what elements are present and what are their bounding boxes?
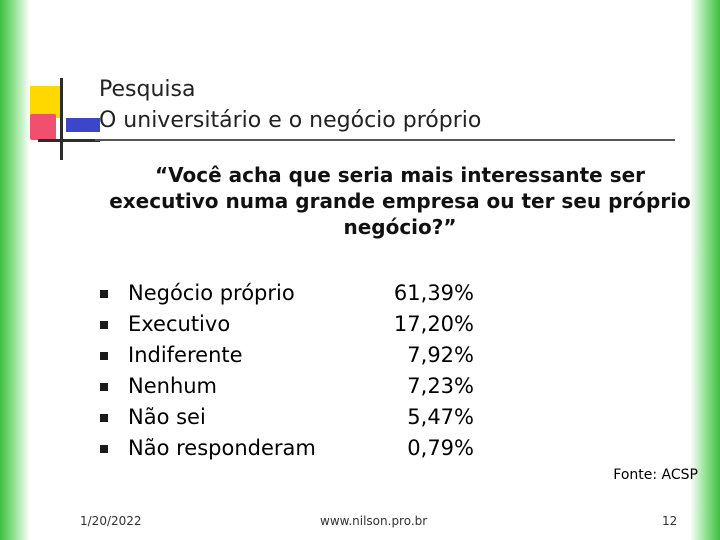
left-green-border: [0, 0, 30, 540]
item-label: Negócio próprio: [128, 281, 295, 305]
bullet-icon: [100, 290, 108, 298]
item-label: Nenhum: [128, 374, 218, 398]
item-label: Indiferente: [128, 343, 243, 367]
survey-question: “Você acha que seria mais interessante s…: [109, 163, 691, 239]
title-line-2: O universitário e o negócio próprio: [99, 108, 482, 133]
decorative-logo: [30, 78, 100, 163]
title-underline: [95, 139, 675, 141]
red-square: [30, 114, 56, 140]
footer-website: www.nilson.pro.br: [320, 514, 428, 528]
item-value: 7,92%: [407, 343, 474, 367]
title-line-1: Pesquisa: [99, 77, 196, 102]
item-value: 5,47%: [407, 405, 474, 429]
vertical-line: [60, 78, 63, 160]
item-value: 0,79%: [407, 436, 474, 460]
source-note: Fonte: ACSP: [613, 467, 698, 483]
page-number: 12: [662, 514, 678, 528]
item-label: Não responderam: [128, 436, 316, 460]
bullet-icon: [100, 445, 108, 453]
bullet-icon: [100, 383, 108, 391]
blue-bar: [66, 118, 100, 132]
bullet-icon: [100, 414, 108, 422]
item-label: Não sei: [128, 405, 206, 429]
bullet-icon: [100, 352, 108, 360]
right-green-border: [690, 0, 720, 540]
horizontal-line: [38, 139, 100, 142]
footer-date: 1/20/2022: [80, 514, 142, 528]
item-label: Executivo: [128, 312, 231, 336]
item-value: 17,20%: [393, 312, 474, 336]
bullet-icon: [100, 321, 108, 329]
item-value: 7,23%: [407, 374, 474, 398]
item-value: 61,39%: [393, 281, 474, 305]
slide-title: Pesquisa O universitário e o negócio pró…: [99, 74, 481, 136]
yellow-square: [30, 86, 60, 118]
